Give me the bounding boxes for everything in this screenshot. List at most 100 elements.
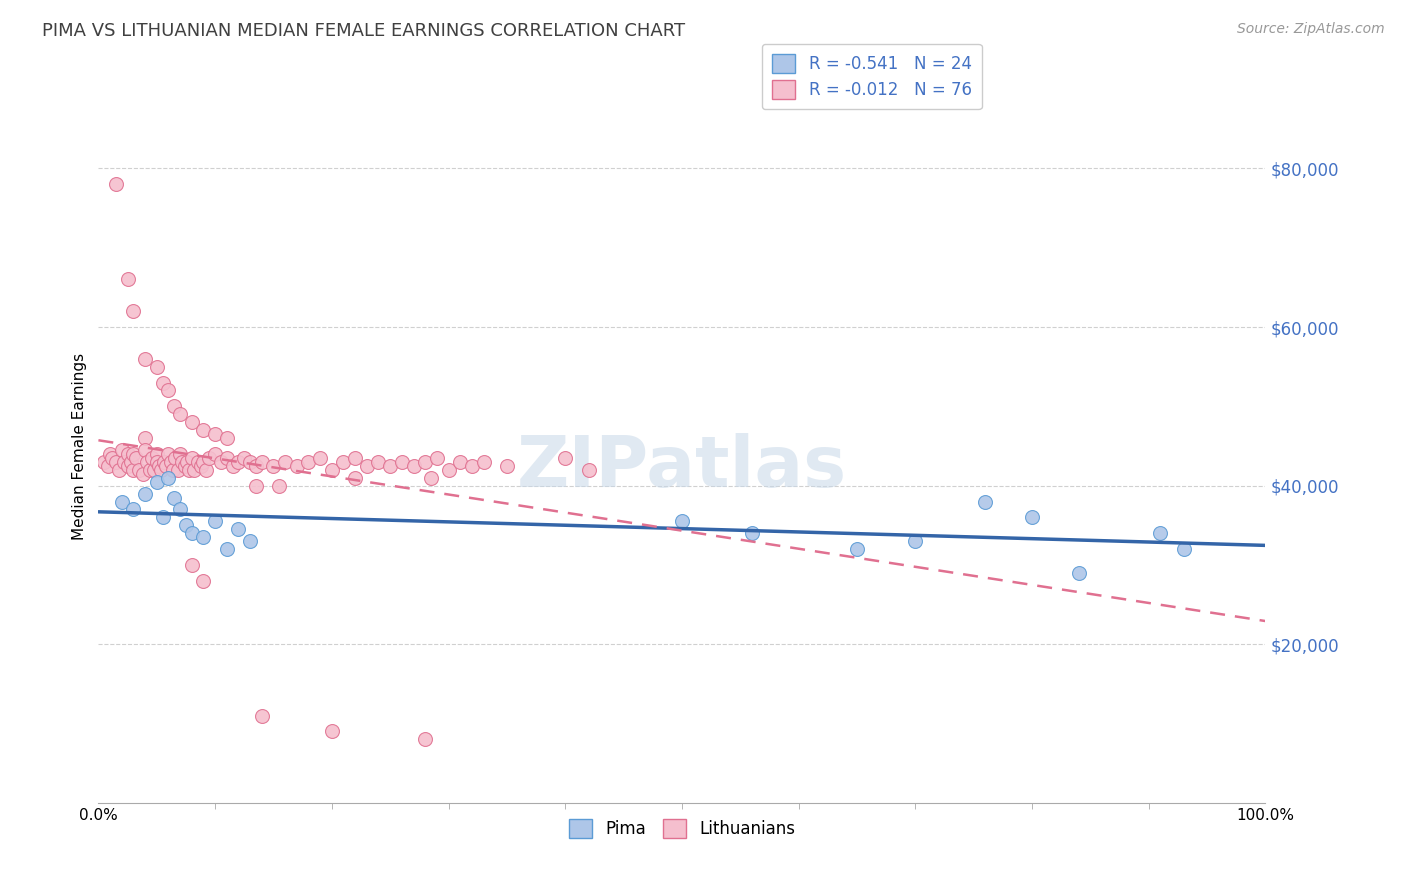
Point bbox=[122, 463, 145, 477]
Point bbox=[209, 455, 232, 469]
Point bbox=[143, 463, 166, 477]
Point bbox=[117, 272, 139, 286]
Point bbox=[274, 455, 297, 469]
Point bbox=[321, 724, 343, 739]
Point bbox=[380, 458, 402, 473]
Point bbox=[391, 455, 413, 469]
Point bbox=[169, 502, 191, 516]
Point bbox=[221, 458, 243, 473]
Point bbox=[111, 494, 134, 508]
Point bbox=[141, 450, 163, 465]
Point bbox=[104, 455, 127, 469]
Point bbox=[98, 447, 121, 461]
Point bbox=[122, 447, 145, 461]
Point bbox=[578, 463, 600, 477]
Point bbox=[262, 458, 284, 473]
Point bbox=[174, 518, 197, 533]
Point bbox=[461, 458, 484, 473]
Point bbox=[402, 458, 425, 473]
Point bbox=[1067, 566, 1090, 580]
Point bbox=[269, 478, 291, 492]
Point bbox=[554, 450, 576, 465]
Point bbox=[150, 463, 173, 477]
Point bbox=[122, 304, 145, 318]
Point bbox=[108, 463, 131, 477]
Point bbox=[146, 359, 169, 374]
Point bbox=[163, 491, 186, 505]
Point bbox=[163, 400, 186, 414]
Point bbox=[204, 447, 226, 461]
Text: Source: ZipAtlas.com: Source: ZipAtlas.com bbox=[1237, 22, 1385, 37]
Point bbox=[1149, 526, 1171, 541]
Point bbox=[228, 455, 250, 469]
Point bbox=[157, 447, 180, 461]
Point bbox=[297, 455, 319, 469]
Point bbox=[974, 494, 997, 508]
Point bbox=[250, 708, 273, 723]
Point bbox=[193, 423, 215, 437]
Point bbox=[180, 558, 202, 572]
Point bbox=[426, 450, 449, 465]
Point bbox=[193, 455, 215, 469]
Point bbox=[215, 431, 238, 445]
Point bbox=[104, 178, 127, 192]
Point bbox=[97, 458, 120, 473]
Point bbox=[198, 450, 221, 465]
Point bbox=[204, 427, 226, 442]
Point bbox=[437, 463, 460, 477]
Point bbox=[162, 463, 184, 477]
Point bbox=[146, 447, 169, 461]
Point bbox=[215, 542, 238, 557]
Point bbox=[146, 475, 169, 489]
Point bbox=[233, 450, 256, 465]
Point bbox=[112, 455, 135, 469]
Point bbox=[228, 522, 250, 536]
Point bbox=[155, 458, 177, 473]
Point bbox=[117, 447, 139, 461]
Point bbox=[496, 458, 519, 473]
Point bbox=[152, 455, 174, 469]
Legend: R = -0.541   N = 24, R = -0.012   N = 76: R = -0.541 N = 24, R = -0.012 N = 76 bbox=[762, 44, 981, 109]
Point bbox=[180, 450, 202, 465]
Point bbox=[193, 574, 215, 588]
Point bbox=[152, 510, 174, 524]
Point bbox=[122, 502, 145, 516]
Point bbox=[1173, 542, 1195, 557]
Point bbox=[193, 530, 215, 544]
Point bbox=[190, 458, 212, 473]
Point bbox=[846, 542, 869, 557]
Point bbox=[117, 458, 139, 473]
Point bbox=[285, 458, 308, 473]
Point bbox=[148, 458, 170, 473]
Point bbox=[309, 450, 332, 465]
Point bbox=[134, 486, 156, 500]
Point bbox=[356, 458, 378, 473]
Point bbox=[93, 455, 115, 469]
Point bbox=[344, 450, 367, 465]
Point bbox=[173, 458, 195, 473]
Point bbox=[183, 463, 205, 477]
Point bbox=[332, 455, 354, 469]
Point bbox=[120, 455, 142, 469]
Point bbox=[321, 463, 343, 477]
Point bbox=[134, 442, 156, 457]
Point bbox=[239, 534, 262, 549]
Point bbox=[245, 458, 267, 473]
Point bbox=[134, 431, 156, 445]
Point bbox=[472, 455, 495, 469]
Point bbox=[169, 407, 191, 421]
Point bbox=[132, 467, 155, 481]
Point bbox=[741, 526, 763, 541]
Point bbox=[180, 415, 202, 429]
Legend: Pima, Lithuanians: Pima, Lithuanians bbox=[562, 812, 801, 845]
Point bbox=[671, 514, 693, 528]
Text: ZIPatlas: ZIPatlas bbox=[517, 433, 846, 502]
Point bbox=[180, 526, 202, 541]
Point bbox=[215, 450, 238, 465]
Point bbox=[194, 463, 217, 477]
Point bbox=[172, 455, 194, 469]
Point bbox=[367, 455, 389, 469]
Point bbox=[139, 463, 162, 477]
Point bbox=[157, 471, 180, 485]
Point bbox=[169, 447, 191, 461]
